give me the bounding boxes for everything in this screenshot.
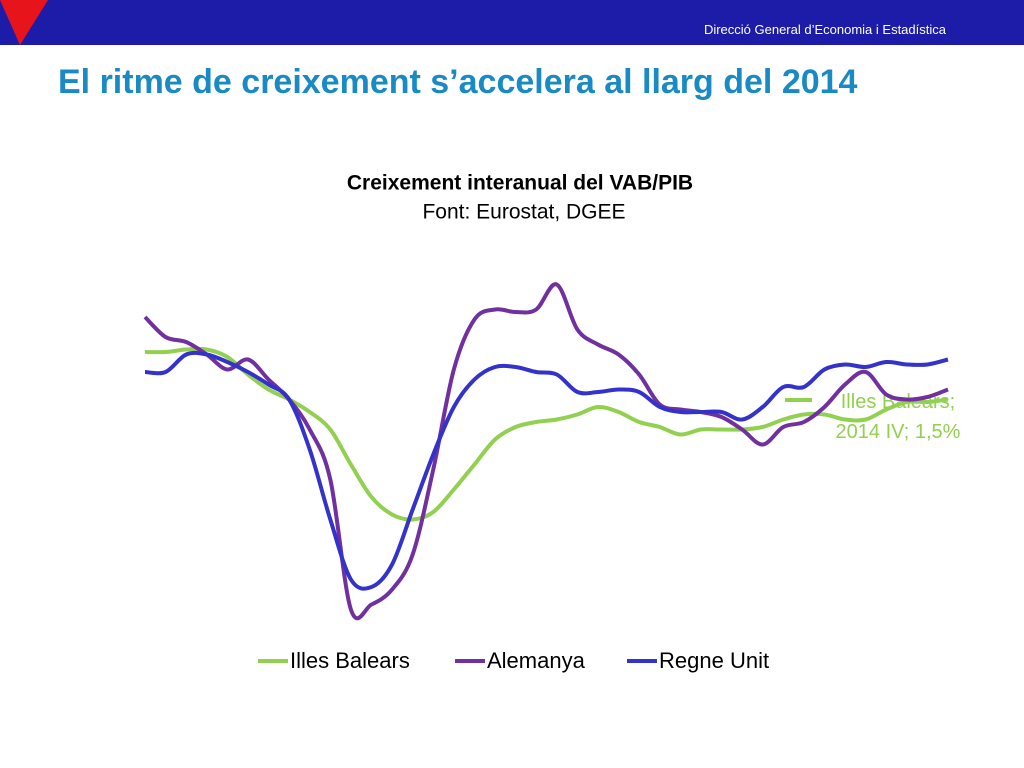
series-line bbox=[144, 350, 949, 591]
header-triangle bbox=[0, 0, 48, 45]
chart-title: Creixement interanual del VAB/PIB bbox=[347, 172, 693, 195]
data-label: Illes Balears; 2014 IV; 1,5% bbox=[836, 391, 961, 443]
legend-label: Illes Balears bbox=[290, 648, 410, 673]
series-line bbox=[144, 346, 949, 522]
data-label-group: Illes Balears; 2014 IV; 1,5% bbox=[785, 391, 961, 443]
chart-subtitle: Font: Eurostat, DGEE bbox=[422, 201, 625, 224]
legend-label: Alemanya bbox=[487, 648, 586, 673]
slide-title: El ritme de creixement s’accelera al lla… bbox=[58, 63, 858, 101]
legend-label: Regne Unit bbox=[659, 648, 769, 673]
header-org: Direcció General d’Economia i Estadístic… bbox=[703, 22, 946, 37]
series-line bbox=[143, 282, 949, 620]
header-bar: Direcció General d’Economia i Estadístic… bbox=[0, 0, 1024, 45]
